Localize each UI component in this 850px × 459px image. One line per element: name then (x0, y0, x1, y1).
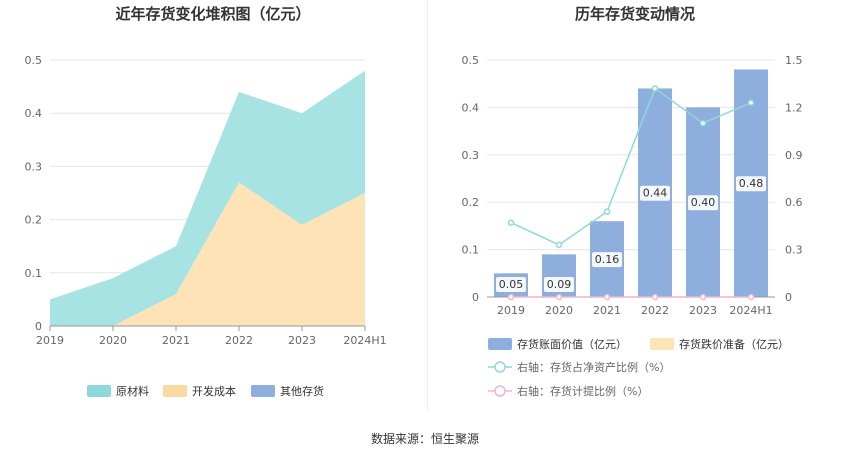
y2-tick-label: 0.3 (785, 244, 803, 257)
line-point (651, 85, 659, 92)
y-tick-label: 0.4 (462, 101, 480, 114)
data-label-bg (592, 252, 622, 268)
data-label-bg (544, 277, 574, 292)
line-series-0 (510, 87, 752, 246)
area-chart-svg: 近年存货变化堆积图（亿元） 0 0.1 0.2 0.3 0.4 0.5 2019 2020 202… (25, 5, 387, 398)
x-tick-label: 2021 (593, 304, 621, 317)
y2-tick-label: 1.2 (785, 101, 803, 114)
chart-title: 近年存货变化堆积图（亿元） (115, 5, 310, 23)
legend-label: 右轴：存货占净资产比例（%） (517, 360, 670, 374)
y-tick-label: 0.4 (25, 107, 43, 120)
line-point (747, 99, 755, 106)
x-tick-label: 2023 (288, 334, 316, 347)
legend-swatch (650, 338, 674, 350)
inventory-stacked-area-chart: 近年存货变化堆积图（亿元） 0 0.1 0.2 0.3 0.4 0.5 2019 2020 202… (0, 0, 425, 420)
chart-title: 历年存货变动情况 (575, 5, 695, 23)
x-tick-label: 2022 (641, 304, 669, 317)
legend-label: 其他存货 (280, 384, 324, 398)
data-source-note: 数据来源：恒生聚源 (370, 432, 479, 446)
data-label: 0.09 (547, 278, 572, 291)
y-tick-label: 0 (35, 320, 42, 333)
area-series-1 (50, 70, 365, 326)
x-tick-label: 2019 (36, 334, 64, 347)
line-point (699, 119, 707, 127)
x-tick-label: 2022 (225, 334, 253, 347)
line-point (507, 219, 515, 226)
x-tick-label: 2020 (99, 334, 127, 347)
bar-chart-svg: 历年存货变动情况 0 0.1 0.2 0.3 0.4 0.5 0 0.3 0.6 0.9 1.2 1.5… (462, 5, 803, 398)
x-tick-label: 2024H1 (343, 334, 386, 347)
x-tick-label: 2019 (497, 304, 525, 317)
data-label-bg (688, 195, 718, 211)
y-tick-label: 0.3 (25, 160, 43, 173)
line-point (603, 293, 611, 301)
chart-divider (427, 0, 428, 410)
y-tick-label: 0.3 (462, 149, 480, 162)
legend-label: 存货账面价值（亿元） (517, 337, 627, 351)
data-label-bg (640, 185, 670, 201)
y-tick-label: 0.1 (462, 244, 480, 257)
y-tick-label: 0.5 (462, 54, 480, 67)
legend-label: 原材料 (116, 384, 149, 398)
legend-label: 存货跌价准备（亿元） (679, 337, 789, 351)
line-point (603, 208, 611, 215)
line-point (507, 293, 515, 301)
x-tick-label: 2021 (162, 334, 190, 347)
legend-marker (494, 361, 506, 373)
legend-label: 开发成本 (192, 384, 236, 398)
data-label: 0.48 (739, 177, 764, 190)
legend-label: 右轴：存货计提比例（%） (517, 384, 648, 398)
legend-marker (494, 385, 506, 397)
area-series-0 (50, 182, 365, 326)
x-tick-label: 2024H1 (729, 304, 772, 317)
y2-tick-label: 0.6 (785, 196, 803, 209)
line-point (747, 293, 755, 301)
line-point (699, 293, 707, 301)
legend-swatch (488, 338, 512, 350)
data-label: 0.44 (643, 187, 668, 200)
line-point (555, 293, 563, 301)
legend-swatch (163, 385, 187, 397)
inventory-change-bar-chart: 历年存货变动情况 0 0.1 0.2 0.3 0.4 0.5 0 0.3 0.6 0.9 1.2 1.5… (425, 0, 850, 420)
x-tick-label: 2023 (689, 304, 717, 317)
y-tick-label: 0.2 (25, 214, 43, 227)
y-tick-label: 0 (472, 291, 479, 304)
y-tick-label: 0.2 (462, 196, 480, 209)
legend-swatch (87, 385, 111, 397)
y-tick-label: 0.1 (25, 267, 43, 280)
line-point (651, 293, 659, 301)
y-tick-label: 0.5 (25, 54, 43, 67)
line-point (555, 241, 563, 249)
x-tick-label: 2020 (545, 304, 573, 317)
data-label-bg (496, 277, 526, 292)
y2-tick-label: 1.5 (785, 54, 803, 67)
data-label: 0.16 (595, 253, 620, 266)
legend-swatch (251, 385, 275, 397)
y2-tick-label: 0.9 (785, 149, 803, 162)
data-label: 0.05 (499, 278, 524, 291)
y2-tick-label: 0 (785, 291, 792, 304)
data-label-bg (736, 176, 766, 192)
data-label: 0.40 (691, 196, 716, 209)
